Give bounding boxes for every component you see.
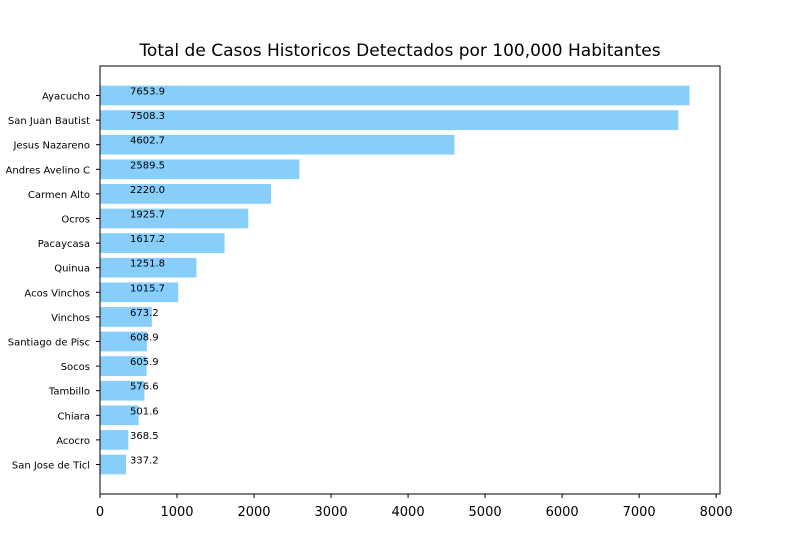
x-tick-label: 2000 [237,505,270,520]
y-tick-label: Ayacucho [42,92,90,103]
bar-value-label: 2220.0 [130,185,165,196]
bar [100,454,126,475]
bar-value-label: 337.2 [130,456,159,467]
y-tick-label: Vinchos [51,313,90,324]
y-tick-label: San Juan Bautist [8,116,90,127]
bar-value-label: 4602.7 [130,136,165,147]
bar [100,405,139,426]
bar-value-label: 1015.7 [130,283,165,294]
bar-value-label: 673.2 [130,308,159,319]
bar-value-label: 605.9 [130,357,159,368]
plot-frame [99,65,721,495]
bar [100,134,455,155]
bar [100,184,271,204]
bar-value-label: 368.5 [130,431,159,442]
y-tick-label: San Jose de Ticl [12,461,90,472]
bar [100,282,179,303]
x-tick-label: 5000 [469,505,502,520]
y-tick-label: Acos Vinchos [24,288,90,299]
bar-value-label: 576.6 [130,382,159,393]
y-tick-label: Andres Avelino C [6,165,90,176]
y-tick-label: Socos [61,362,90,373]
y-tick-label: Pacaycasa [38,239,90,250]
x-tick-label: 4000 [392,505,425,520]
bar-value-label: 1251.8 [130,259,165,270]
x-tick-label: 8000 [700,505,733,520]
y-tick-label: Tambillo [48,387,90,398]
y-tick-label: Chiara [58,411,90,422]
y-tick-label: Jesus Nazareno [12,141,90,152]
bar-value-label: 501.6 [130,406,159,417]
bar [100,331,147,352]
bars-layer [100,85,690,475]
y-tick-label: Ocros [61,215,90,226]
x-tick-label: 6000 [546,505,579,520]
bar [100,430,129,450]
chart-title: Total de Casos Historicos Detectados por… [138,41,660,61]
bar [100,159,300,180]
x-tick-label: 7000 [623,505,656,520]
y-axis: Ayacucho San Juan Bautist Jesus Nazareno An… [6,92,100,472]
bar-value-label: 7508.3 [130,111,165,122]
bar [100,380,145,401]
x-tick-label: 1000 [160,505,193,520]
y-tick-label: Santiago de Pisc [8,338,90,349]
bar [100,208,249,229]
y-tick-label: Carmen Alto [28,190,90,201]
x-tick-label: 3000 [315,505,348,520]
bar [100,356,147,376]
bar-value-label: 608.9 [130,333,159,344]
bar [100,110,679,130]
value-labels-layer: 7653.9 7508.3 4602.7 2589.5 2220.0 1925.7 1617… [130,87,165,467]
x-axis: 0 1000 2000 3000 4000 5000 6000 7000 8000 [96,494,733,520]
bar-value-label: 1925.7 [130,210,165,221]
y-tick-label: Quinua [54,264,90,275]
bar [100,307,152,327]
x-tick-label: 0 [96,505,104,520]
bar-value-label: 1617.2 [130,234,165,245]
bar [100,257,197,278]
bar [100,233,225,253]
bar-value-label: 7653.9 [130,87,165,98]
y-tick-label: Acocro [56,436,90,447]
bar [100,85,690,106]
bar-value-label: 2589.5 [130,160,165,171]
